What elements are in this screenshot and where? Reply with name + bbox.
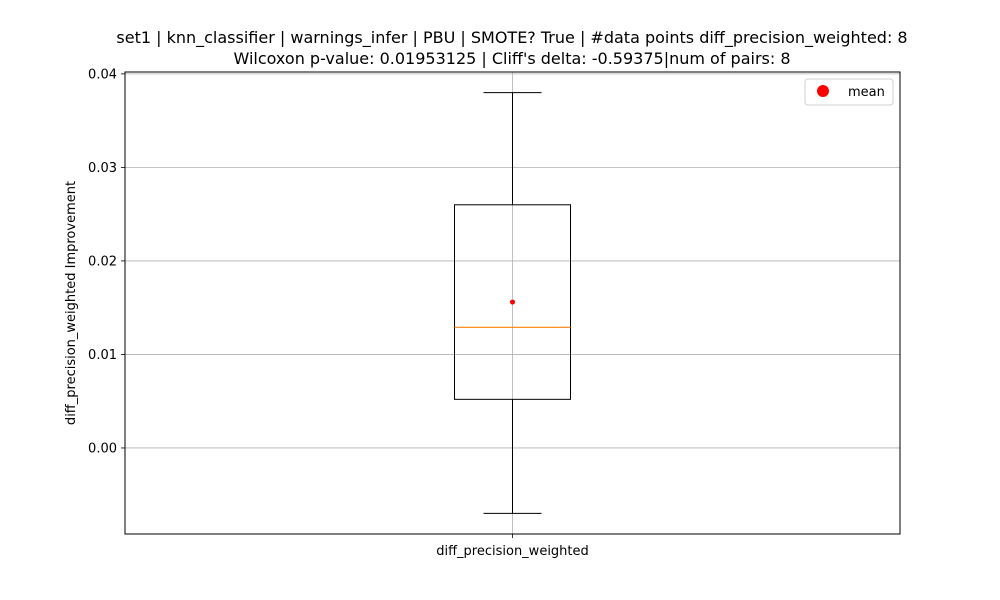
legend-mean-marker: [817, 85, 829, 97]
legend-frame: [804, 78, 894, 106]
chart-title-line2: Wilcoxon p-value: 0.01953125 | Cliff's d…: [233, 49, 790, 68]
y-tick-label: 0.02: [88, 254, 117, 269]
y-tick-label: 0.01: [88, 348, 117, 363]
legend-mean-label: mean: [848, 85, 885, 100]
y-tick-label: 0.03: [88, 161, 117, 176]
y-tick-label: 0.04: [88, 67, 117, 82]
axes: 0.00 0.01 0.02 0.03 0.04 diff_precision_weigh…: [88, 67, 901, 559]
box-plot: [454, 92, 571, 514]
legend: mean: [804, 78, 894, 106]
y-axis-label: diff_precision_weighted Improvement: [64, 181, 79, 425]
mean-marker: [510, 299, 515, 305]
x-tick-label: diff_precision_weighted: [436, 544, 589, 559]
chart-title-line1: set1 | knn_classifier | warnings_infer |…: [116, 28, 907, 48]
y-tick-label: 0.00: [88, 441, 117, 456]
iqr-box: [454, 204, 571, 400]
